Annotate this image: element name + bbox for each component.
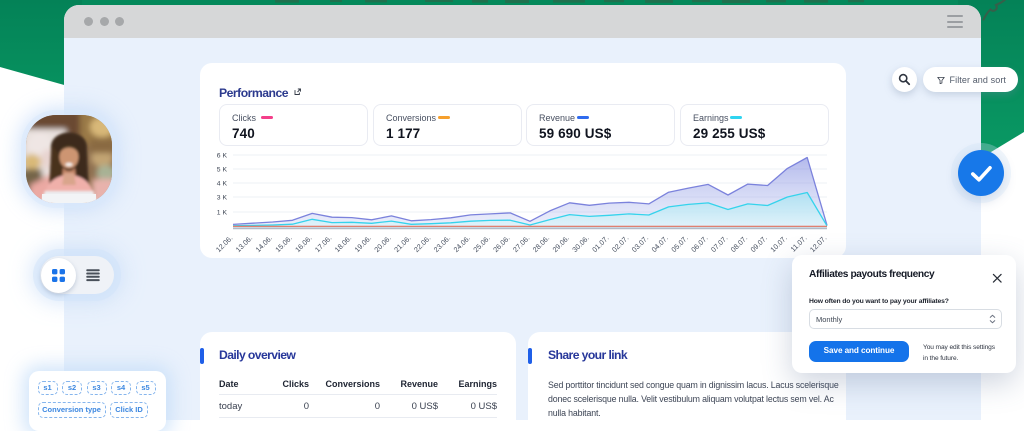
svg-text:01.07.: 01.07. xyxy=(590,234,610,254)
svg-text:13.06.: 13.06. xyxy=(234,234,254,254)
svg-text:02.07.: 02.07. xyxy=(610,234,630,254)
svg-text:21.06.: 21.06. xyxy=(392,234,412,254)
svg-text:15.06.: 15.06. xyxy=(273,234,293,254)
svg-text:23.06.: 23.06. xyxy=(432,234,452,254)
svg-text:11.07.: 11.07. xyxy=(788,234,808,254)
svg-text:05.07.: 05.07. xyxy=(669,234,689,254)
svg-text:24.06.: 24.06. xyxy=(452,234,472,254)
svg-text:12.07.: 12.07. xyxy=(808,234,828,254)
svg-text:29.06.: 29.06. xyxy=(551,234,571,254)
svg-text:5 K: 5 K xyxy=(217,167,228,174)
svg-text:26.06.: 26.06. xyxy=(491,234,511,254)
svg-text:03.07.: 03.07. xyxy=(630,234,650,254)
svg-text:17.06.: 17.06. xyxy=(313,234,333,254)
svg-text:09.07.: 09.07. xyxy=(749,234,769,254)
svg-text:07.07.: 07.07. xyxy=(709,234,729,254)
svg-text:1 K: 1 K xyxy=(217,210,228,217)
svg-text:30.06.: 30.06. xyxy=(570,234,590,254)
svg-text:16.06.: 16.06. xyxy=(293,234,313,254)
svg-text:27.06.: 27.06. xyxy=(511,234,531,254)
svg-text:22.06.: 22.06. xyxy=(412,234,432,254)
svg-text:28.06.: 28.06. xyxy=(531,234,551,254)
svg-text:08.07.: 08.07. xyxy=(729,234,749,254)
svg-text:12.06.: 12.06. xyxy=(214,234,234,254)
svg-text:4 K: 4 K xyxy=(217,181,228,188)
svg-text:10.07.: 10.07. xyxy=(768,234,788,254)
svg-text:06.07.: 06.07. xyxy=(689,234,709,254)
svg-text:19.06.: 19.06. xyxy=(353,234,373,254)
svg-text:3 K: 3 K xyxy=(217,195,228,202)
svg-text:18.06.: 18.06. xyxy=(333,234,353,254)
svg-text:14.06.: 14.06. xyxy=(254,234,274,254)
svg-text:20.06.: 20.06. xyxy=(372,234,392,254)
svg-text:6 K: 6 K xyxy=(217,153,228,160)
svg-text:04.07.: 04.07. xyxy=(650,234,670,254)
svg-text:25.06.: 25.06. xyxy=(471,234,491,254)
